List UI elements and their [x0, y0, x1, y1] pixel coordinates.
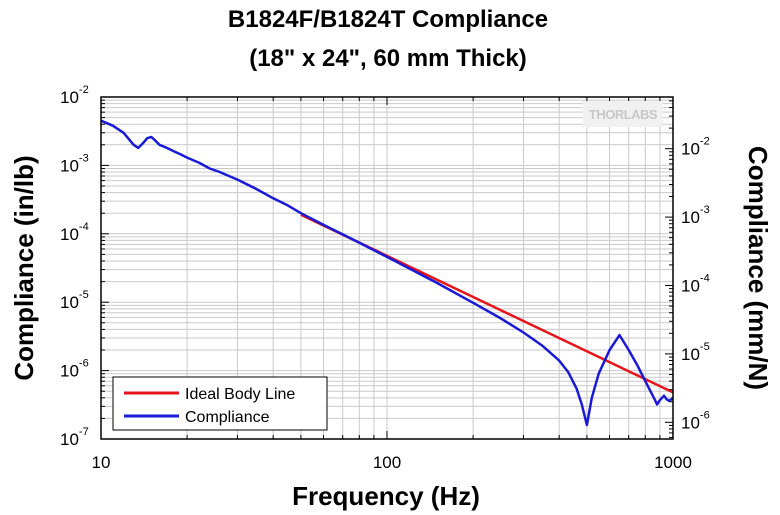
- logo-text: THORLABS: [589, 107, 658, 122]
- y-tick-label-left-exponent: -7: [79, 426, 89, 438]
- legend-label-ideal-body-line: Ideal Body Line: [185, 386, 295, 403]
- y-tick-label-right: 10-5: [681, 341, 710, 364]
- y-tick-label-left: 10-6: [60, 358, 89, 381]
- ticks: [100, 97, 673, 440]
- chart-title-line1: B1824F/B1824T Compliance: [228, 6, 548, 33]
- series-line-compliance: [101, 119, 673, 427]
- y-tick-label-left-exponent: -5: [79, 289, 89, 301]
- legend-label-compliance: Compliance: [185, 409, 270, 426]
- y-tick-label-right-exponent: -4: [700, 273, 710, 285]
- legend: Ideal Body Line Compliance: [112, 376, 328, 431]
- y-tick-label-right: 10-3: [681, 204, 710, 227]
- y-tick-label-left: 10-7: [60, 426, 89, 449]
- y-tick-label-right-exponent: -2: [700, 136, 710, 148]
- grid: [101, 97, 673, 439]
- y-tick-label-right-exponent: -5: [700, 341, 710, 353]
- thorlabs-logo: THORLABS: [583, 101, 663, 127]
- series-layer: [101, 119, 673, 427]
- y-tick-label-right-exponent: -3: [700, 204, 710, 216]
- y-tick-label-left-exponent: -3: [79, 152, 89, 164]
- y-tick-label-left: 10-3: [60, 152, 89, 175]
- y-tick-label-right: 10-2: [681, 136, 710, 159]
- tick-labels: 10 100 1000 10-2 10-3 10-4 10-5 10-6 10-7 10-2 10-…: [60, 84, 710, 472]
- y-tick-label-right: 10-6: [681, 409, 710, 432]
- chart-title-line2: (18" x 24", 60 mm Thick): [249, 45, 527, 72]
- x-tick-label: 10: [92, 453, 111, 472]
- y-tick-label-right: 10-4: [681, 273, 710, 296]
- x-tick-label: 100: [373, 453, 401, 472]
- x-tick-label: 1000: [654, 453, 692, 472]
- x-axis-title: Frequency (Hz): [292, 481, 480, 511]
- y-tick-label-left: 10-4: [60, 221, 89, 244]
- y-axis-title-left: Compliance (in/lb): [9, 155, 39, 380]
- y-tick-label-left: 10-2: [60, 84, 89, 107]
- y-tick-label-left-exponent: -4: [79, 221, 89, 233]
- y-tick-label-left-exponent: -6: [79, 358, 89, 370]
- y-tick-label-left: 10-5: [60, 289, 89, 312]
- y-tick-label-left-exponent: -2: [79, 84, 89, 96]
- legend-box: [112, 376, 328, 431]
- y-axis-title-right: Compliance (mm/N): [743, 146, 773, 390]
- y-tick-label-right-exponent: -6: [700, 409, 710, 421]
